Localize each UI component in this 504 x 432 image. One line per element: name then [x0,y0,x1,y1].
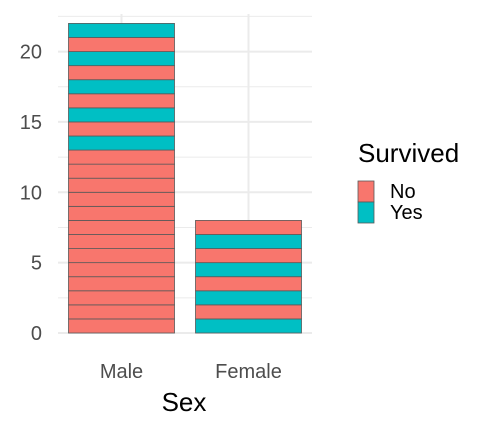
y-tick-label: 10 [20,182,42,204]
y-tick-label: 0 [31,323,42,345]
bar-segment-male-yes [68,79,175,95]
bar-segment-male-yes [68,135,175,151]
x-axis-ticks: Male Female [100,361,282,383]
bar-segment-male-no [68,163,175,179]
bar-segment-male-yes [68,107,175,123]
bar-segment-male-no [68,304,175,320]
bar-segment-female-yes [195,318,302,334]
x-axis-title: Sex [162,387,207,417]
x-tick-label: Male [100,361,143,383]
x-tick-label: Female [215,361,282,383]
bar-segment-male-no [68,191,175,207]
bar-segment-male-no [68,234,175,249]
bar-segment-male-no [68,93,175,109]
bar-segment-male-no [68,262,175,278]
bar-segment-male-no [68,65,175,81]
bar-segment-male-yes [68,23,175,38]
bar-segment-male-no [68,37,175,52]
y-tick-label: 5 [31,253,42,275]
bar-segment-male-no [68,177,175,193]
bar-segment-male-no [68,318,175,334]
y-tick-label: 20 [20,42,42,64]
bar-segment-male-no [68,149,175,165]
legend-key-no [357,180,375,203]
bar-segment-female-yes [195,262,302,278]
bar-segment-male-no [68,121,175,137]
bar-segment-male-no [68,290,175,306]
bars [68,23,302,334]
bar-segment-female-no [195,276,302,292]
bar-segment-male-no [68,248,175,264]
bar-segment-female-no [195,220,302,235]
y-axis-ticks: 0 5 10 15 20 [20,42,42,345]
bar-segment-female-no [195,248,302,264]
legend-key-yes [357,201,375,224]
legend-title: Survived [358,138,459,168]
legend-label-no: No [390,181,416,203]
bar-segment-male-no [68,220,175,235]
y-tick-label: 15 [20,112,42,134]
bar-segment-female-no [195,304,302,320]
legend-label-yes: Yes [390,202,423,224]
bar-segment-female-yes [195,234,302,249]
bar-segment-male-yes [68,51,175,67]
bar-segment-female-yes [195,290,302,306]
bar-segment-male-no [68,205,175,221]
bar-segment-male-no [68,276,175,292]
